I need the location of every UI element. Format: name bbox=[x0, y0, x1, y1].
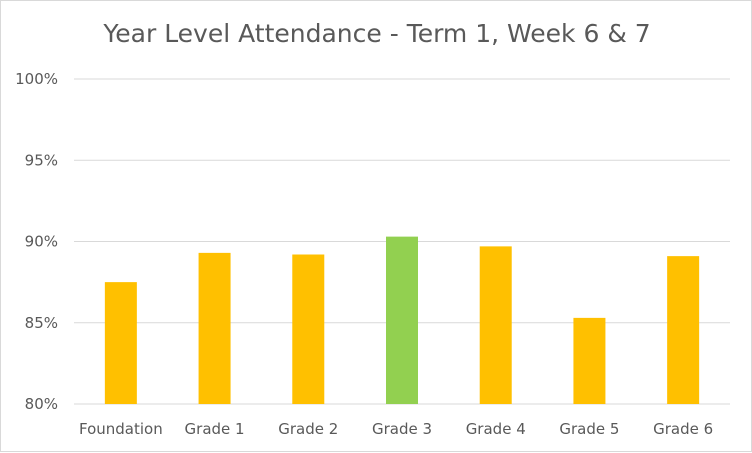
x-tick-label: Grade 3 bbox=[372, 420, 432, 438]
x-tick-label: Grade 5 bbox=[559, 420, 619, 438]
x-tick-label: Grade 4 bbox=[466, 420, 526, 438]
chart-title: Year Level Attendance - Term 1, Week 6 &… bbox=[103, 19, 651, 48]
bar-grade-1 bbox=[198, 252, 231, 404]
x-tick-label: Foundation bbox=[79, 420, 163, 438]
y-tick-label: 100% bbox=[15, 70, 58, 88]
bar-foundation bbox=[104, 282, 137, 404]
x-tick-label: Grade 1 bbox=[185, 420, 245, 438]
bar-grade-6 bbox=[667, 256, 700, 404]
x-tick-label: Grade 2 bbox=[278, 420, 338, 438]
bar-grade-3 bbox=[386, 236, 418, 404]
bar-grade-4 bbox=[479, 246, 512, 404]
y-tick-label: 95% bbox=[25, 151, 58, 169]
bar-grade-5 bbox=[573, 317, 606, 404]
x-tick-label: Grade 6 bbox=[653, 420, 713, 438]
bar-grade-2 bbox=[292, 254, 325, 404]
y-tick-label: 85% bbox=[25, 314, 58, 332]
y-tick-label: 90% bbox=[25, 233, 58, 251]
y-tick-label: 80% bbox=[25, 395, 58, 413]
